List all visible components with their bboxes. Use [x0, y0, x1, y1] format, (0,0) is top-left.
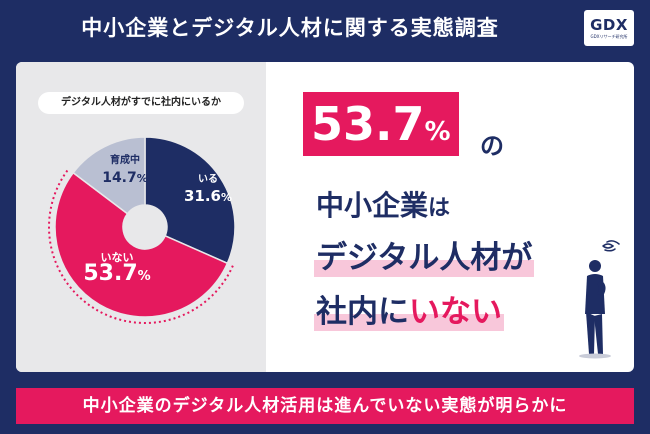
- headline-number: 53.7: [311, 97, 425, 151]
- slice-value-iru: 31.6: [183, 187, 221, 205]
- slice-value-inai: 53.7: [83, 261, 138, 286]
- donut-slice-1: [54, 171, 229, 318]
- logo: GDX GDXリサーチ研究所: [584, 10, 634, 46]
- header-title: 中小企業とデジタル人材に関する実態調査: [81, 16, 499, 40]
- main-panel: デジタル人材がすでに社内にいるか いる 31.6% 育成中 14.7% いない …: [16, 62, 634, 372]
- headline-line-1: 中小企業は: [316, 184, 450, 224]
- headline-line-2: デジタル人材が: [314, 232, 535, 277]
- slice-unit-inai: %: [137, 269, 151, 284]
- donut-chart: いる 31.6% 育成中 14.7% いない 53.7%: [40, 122, 250, 332]
- slice-category-ikusei: 育成中: [110, 155, 140, 166]
- headline-subject: 中小企業: [316, 189, 429, 222]
- chart-title: デジタル人材がすでに社内にいるか: [38, 92, 244, 114]
- chart-pane: デジタル人材がすでに社内にいるか いる 31.6% 育成中 14.7% いない …: [16, 62, 266, 372]
- headline-particle: の: [480, 132, 504, 160]
- logo-subtitle: GDXリサーチ研究所: [590, 33, 628, 39]
- slice-unit-ikusei: %: [136, 172, 148, 185]
- donut-slice-2: [72, 136, 146, 215]
- slice-label-inai: いない 53.7%: [77, 252, 157, 287]
- donut-slice-0: [144, 136, 236, 265]
- headline-topic-marker: は: [428, 196, 451, 221]
- slice-label-iru: いる 31.6%: [183, 174, 233, 208]
- slice-label-ikusei: 育成中 14.7%: [100, 155, 150, 189]
- thinking-person-illustration: [579, 240, 620, 359]
- headline-location: 社内に: [316, 294, 409, 330]
- logo-mark: GDX: [590, 15, 628, 34]
- conclusion-banner: 中小企業のデジタル人材活用は進んでいない実態が明らかに: [16, 388, 634, 424]
- highlight-ring: [48, 168, 234, 324]
- slice-value-ikusei: 14.7: [102, 170, 137, 186]
- slice-category-iru: いる: [198, 174, 218, 185]
- slice-unit-iru: %: [220, 191, 233, 204]
- headline-unit: %: [424, 117, 451, 147]
- slice-category-inai: いない: [100, 251, 134, 264]
- headline-line-3: 社内にいない: [314, 286, 504, 331]
- headline-emphasis: いない: [409, 294, 502, 330]
- headline-number-box: 53.7 %: [303, 92, 459, 156]
- donut-svg: [48, 136, 236, 324]
